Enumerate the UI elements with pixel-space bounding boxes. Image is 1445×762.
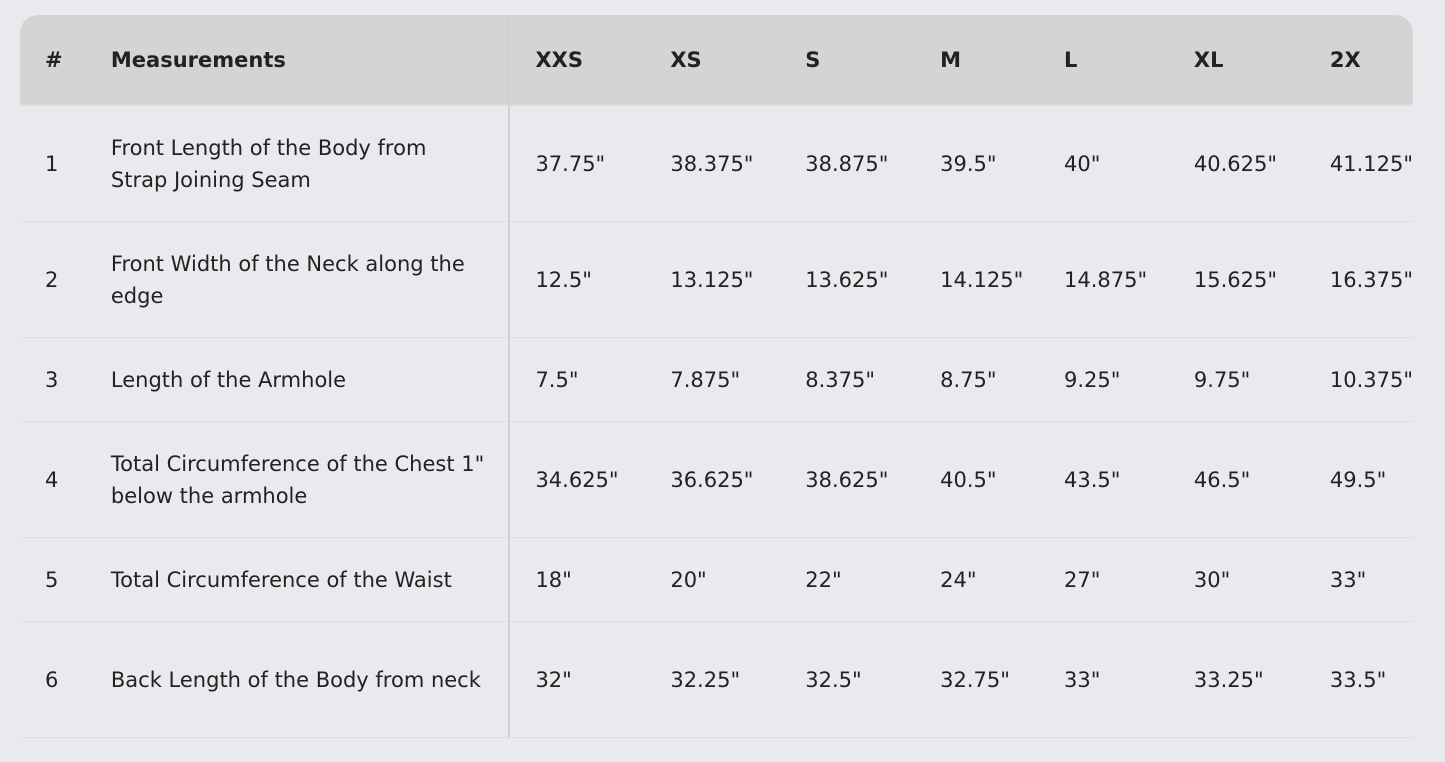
size-value: 38.875" <box>805 106 941 222</box>
size-value: 34.625" <box>508 422 671 538</box>
size-value: 18" <box>508 538 671 622</box>
size-value: 13.625" <box>805 222 941 338</box>
size-value: 32" <box>508 622 671 738</box>
table-row: 6 Back Length of the Body from neck 32" 32.… <box>20 622 1413 738</box>
size-value: 14.875" <box>1064 222 1194 338</box>
size-value: 36.625" <box>670 422 806 538</box>
size-chart-table: # Measurements XXS XS S M L XL 2X 1 Front Length … <box>20 15 1413 738</box>
size-value: 10.375" <box>1329 338 1413 422</box>
column-header: XS <box>670 15 806 106</box>
size-value: 14.125" <box>940 222 1065 338</box>
column-header: L <box>1064 15 1194 106</box>
row-number: 3 <box>20 338 111 422</box>
size-value: 15.625" <box>1193 222 1330 338</box>
measurement-name: Back Length of the Body from neck <box>110 622 509 738</box>
size-value: 8.75" <box>940 338 1065 422</box>
size-value: 37.75" <box>508 106 671 222</box>
table-row: 3 Length of the Armhole 7.5" 7.875" 8.375" 8.… <box>20 338 1413 422</box>
size-value: 33" <box>1064 622 1194 738</box>
size-value: 38.625" <box>805 422 941 538</box>
size-value: 27" <box>1064 538 1194 622</box>
size-value: 32.5" <box>805 622 941 738</box>
row-number: 2 <box>20 222 111 338</box>
measurement-name: Total Circumference of the Waist <box>110 538 509 622</box>
measurement-name: Front Width of the Neck along the edge <box>110 222 509 338</box>
row-number: 5 <box>20 538 111 622</box>
column-header: 2X <box>1329 15 1413 106</box>
row-number: 1 <box>20 106 111 222</box>
measurement-name: Total Circumference of the Chest 1" belo… <box>110 422 509 538</box>
size-value: 40" <box>1064 106 1194 222</box>
size-value: 33" <box>1329 538 1413 622</box>
size-value: 40.625" <box>1193 106 1330 222</box>
column-header: Measurements <box>110 15 509 106</box>
size-value: 30" <box>1193 538 1330 622</box>
size-value: 32.75" <box>940 622 1065 738</box>
size-value: 40.5" <box>940 422 1065 538</box>
size-value: 41.125" <box>1329 106 1413 222</box>
size-value: 24" <box>940 538 1065 622</box>
size-value: 8.375" <box>805 338 941 422</box>
size-value: 7.5" <box>508 338 671 422</box>
size-value: 49.5" <box>1329 422 1413 538</box>
size-value: 39.5" <box>940 106 1065 222</box>
size-value: 9.25" <box>1064 338 1194 422</box>
measurement-name: Front Length of the Body from Strap Join… <box>110 106 509 222</box>
size-value: 12.5" <box>508 222 671 338</box>
column-header: S <box>805 15 941 106</box>
table-row: 1 Front Length of the Body from Strap Joi… <box>20 106 1413 222</box>
column-header: # <box>20 15 111 106</box>
header-row: # Measurements XXS XS S M L XL 2X <box>20 15 1413 106</box>
size-value: 9.75" <box>1193 338 1330 422</box>
column-header: XL <box>1193 15 1330 106</box>
size-value: 16.375" <box>1329 222 1413 338</box>
table-row: 2 Front Width of the Neck along the edge 1… <box>20 222 1413 338</box>
table-row: 5 Total Circumference of the Waist 18" 20" 2… <box>20 538 1413 622</box>
size-value: 13.125" <box>670 222 806 338</box>
row-number: 4 <box>20 422 111 538</box>
size-value: 20" <box>670 538 806 622</box>
size-value: 33.25" <box>1193 622 1330 738</box>
size-value: 32.25" <box>670 622 806 738</box>
size-value: 22" <box>805 538 941 622</box>
table-row: 4 Total Circumference of the Chest 1" bel… <box>20 422 1413 538</box>
size-value: 33.5" <box>1329 622 1413 738</box>
size-value: 46.5" <box>1193 422 1330 538</box>
size-value: 7.875" <box>670 338 806 422</box>
size-value: 38.375" <box>670 106 806 222</box>
column-header: M <box>940 15 1065 106</box>
row-number: 6 <box>20 622 111 738</box>
size-value: 43.5" <box>1064 422 1194 538</box>
measurement-name: Length of the Armhole <box>110 338 509 422</box>
column-header: XXS <box>508 15 671 106</box>
